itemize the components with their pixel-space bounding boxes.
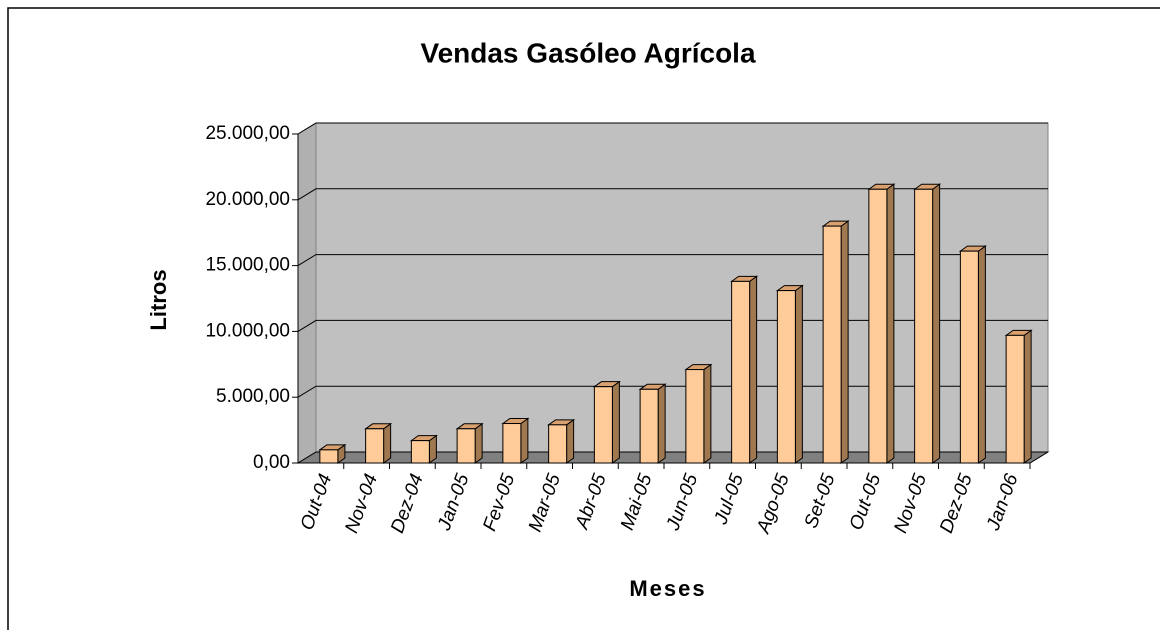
grid-line	[297, 319, 1048, 332]
bar-side	[886, 183, 895, 464]
grid-line	[297, 254, 1048, 267]
bar-side	[611, 380, 620, 464]
bar-side	[383, 422, 392, 464]
y-tick-label: 5.000,00	[216, 386, 290, 407]
y-tick-label: 10.000,00	[205, 320, 290, 341]
side-wall	[297, 122, 317, 464]
bar-side	[566, 418, 575, 464]
bar	[410, 440, 430, 464]
bar	[1005, 334, 1025, 464]
bar	[548, 424, 568, 464]
bar-side	[474, 422, 483, 464]
bar	[959, 250, 979, 464]
y-axis-title: Litros	[146, 269, 171, 330]
y-tick-label: 20.000,00	[205, 189, 290, 210]
bar	[456, 428, 476, 464]
bar-side	[794, 284, 803, 464]
y-tick-label: 15.000,00	[205, 255, 290, 276]
bar	[685, 369, 705, 464]
x-axis-title: Meses	[629, 576, 706, 601]
grid-line	[297, 188, 1048, 201]
bar-side	[977, 245, 986, 464]
bar	[822, 225, 842, 464]
bar-side	[520, 417, 529, 464]
bar-side	[840, 220, 849, 464]
bar	[776, 290, 796, 464]
y-tick-label: 25.000,00	[205, 123, 290, 144]
bar-side	[749, 275, 758, 464]
bar-side	[703, 363, 712, 464]
grid-line	[297, 451, 1048, 464]
bar	[914, 188, 934, 464]
bar	[639, 388, 659, 464]
bar	[593, 386, 613, 464]
grid-line	[297, 385, 1048, 398]
bar-side	[657, 383, 666, 464]
bar	[365, 428, 385, 464]
bar	[319, 449, 339, 464]
x-axis-back	[1029, 451, 1049, 464]
bar-side	[1023, 329, 1032, 464]
bar	[731, 280, 751, 464]
y-tick-label: 0,00	[253, 452, 290, 473]
bar-side	[932, 183, 941, 464]
bar	[868, 188, 888, 464]
chart-title: Vendas Gasóleo Agrícola	[420, 37, 756, 68]
grid-line	[297, 122, 1048, 135]
bar	[502, 423, 522, 464]
